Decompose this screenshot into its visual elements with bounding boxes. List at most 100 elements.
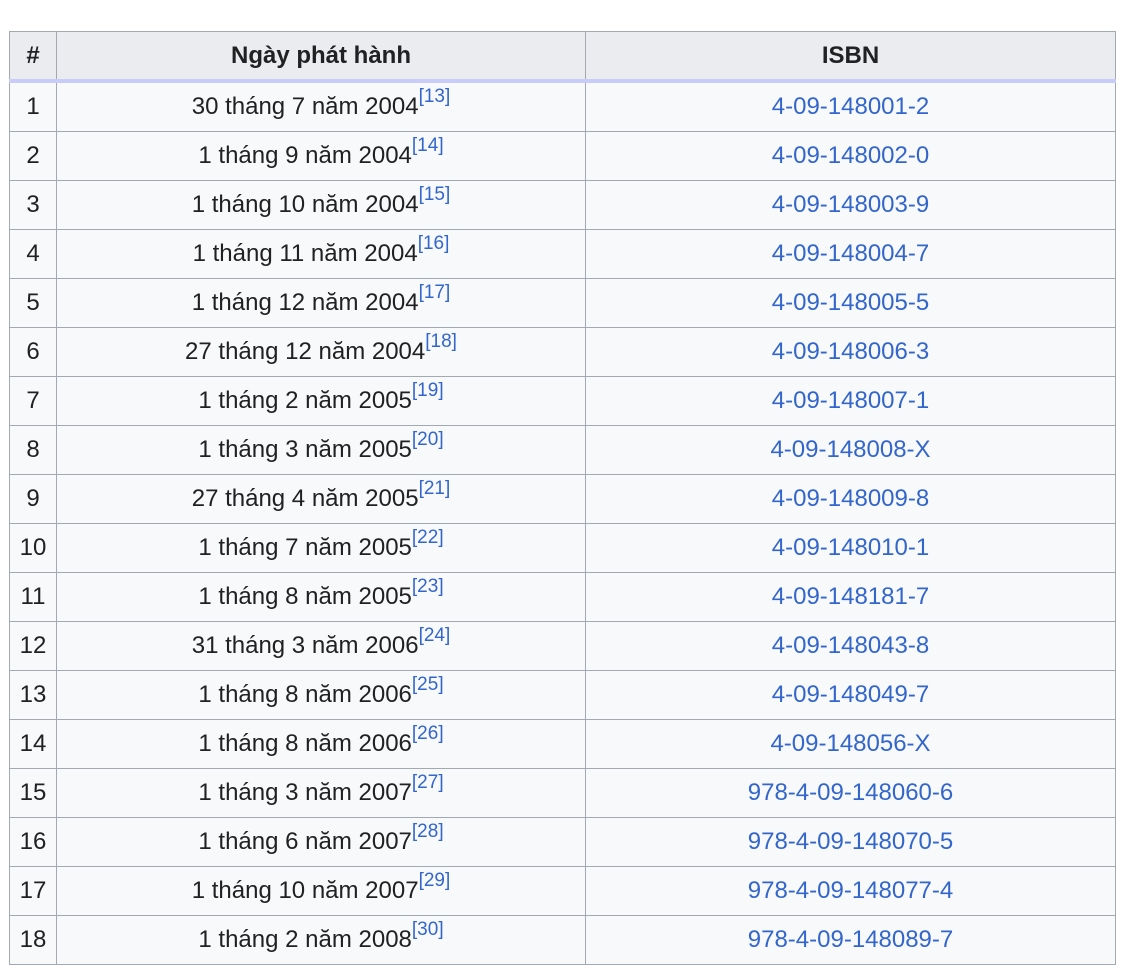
- isbn-cell: 4-09-148043-8: [585, 621, 1116, 671]
- release-date-text: 1 tháng 8 năm 2006: [198, 730, 412, 757]
- volume-number-cell: 7: [9, 376, 57, 426]
- table-body: 1 30 tháng 7 năm 2004[13] 4-09-148001-2 2 1 …: [9, 80, 1116, 965]
- isbn-link[interactable]: 4-09-148010-1: [771, 534, 930, 561]
- reference-link[interactable]: [25]: [411, 674, 444, 695]
- release-date-cell: 1 tháng 2 năm 2005[19]: [56, 376, 586, 426]
- reference-link[interactable]: [23]: [411, 576, 444, 597]
- isbn-link[interactable]: 4-09-148003-9: [771, 191, 930, 218]
- reference-superscript: [17]: [419, 282, 451, 303]
- isbn-link[interactable]: 4-09-148002-0: [771, 142, 930, 169]
- isbn-link[interactable]: 4-09-148008-X: [770, 436, 931, 463]
- isbn-link[interactable]: 4-09-148005-5: [771, 289, 930, 316]
- volume-number-cell: 8: [9, 425, 57, 475]
- isbn-link[interactable]: 978-4-09-148089-7: [747, 926, 954, 953]
- reference-superscript: [27]: [412, 772, 444, 793]
- reference-link[interactable]: [17]: [418, 282, 451, 303]
- release-date-cell: 1 tháng 8 năm 2006[25]: [56, 670, 586, 720]
- isbn-cell: 978-4-09-148060-6: [585, 768, 1116, 818]
- reference-link[interactable]: [14]: [411, 135, 444, 156]
- release-date-text: 1 tháng 2 năm 2005: [198, 387, 412, 414]
- reference-link[interactable]: [26]: [411, 723, 444, 744]
- table-header-row: # Ngày phát hành ISBN: [9, 31, 1116, 83]
- volumes-table: # Ngày phát hành ISBN 1 30 tháng 7 năm 20…: [9, 31, 1116, 965]
- table-row: 13 1 tháng 8 năm 2006[25] 4-09-148049-7: [9, 670, 1116, 720]
- isbn-cell: 4-09-148010-1: [585, 523, 1116, 573]
- isbn-link[interactable]: 4-09-148181-7: [771, 583, 930, 610]
- release-date-text: 1 tháng 10 năm 2007: [191, 877, 419, 904]
- table-row: 18 1 tháng 2 năm 2008[30] 978-4-09-148089-…: [9, 915, 1116, 965]
- reference-link[interactable]: [15]: [418, 184, 451, 205]
- reference-link[interactable]: [28]: [411, 821, 444, 842]
- reference-link[interactable]: [16]: [417, 233, 450, 254]
- reference-link[interactable]: [13]: [418, 86, 451, 107]
- reference-link[interactable]: [30]: [411, 919, 444, 940]
- table-row: 12 31 tháng 3 năm 2006[24] 4-09-148043-8: [9, 621, 1116, 671]
- isbn-link[interactable]: 4-09-148001-2: [771, 93, 930, 120]
- reference-superscript: [16]: [418, 233, 450, 254]
- reference-superscript: [30]: [412, 919, 444, 940]
- isbn-link[interactable]: 978-4-09-148060-6: [747, 779, 954, 806]
- release-date-text: 1 tháng 9 năm 2004: [198, 142, 412, 169]
- reference-link[interactable]: [22]: [411, 527, 444, 548]
- reference-superscript: [26]: [412, 723, 444, 744]
- volume-number-cell: 16: [9, 817, 57, 867]
- release-date-text: 27 tháng 12 năm 2004: [185, 338, 426, 365]
- isbn-link[interactable]: 4-09-148049-7: [771, 681, 930, 708]
- volume-number-cell: 4: [9, 229, 57, 279]
- isbn-cell: 4-09-148005-5: [585, 278, 1116, 328]
- reference-superscript: [23]: [412, 576, 444, 597]
- release-date-cell: 1 tháng 6 năm 2007[28]: [56, 817, 586, 867]
- volume-number-cell: 10: [9, 523, 57, 573]
- release-date-text: 30 tháng 7 năm 2004: [191, 93, 419, 120]
- isbn-link[interactable]: 4-09-148043-8: [771, 632, 930, 659]
- release-date-text: 1 tháng 10 năm 2004: [191, 191, 419, 218]
- table-row: 11 1 tháng 8 năm 2005[23] 4-09-148181-7: [9, 572, 1116, 622]
- reference-superscript: [15]: [419, 184, 451, 205]
- isbn-cell: 978-4-09-148089-7: [585, 915, 1116, 965]
- release-date-cell: 1 tháng 8 năm 2005[23]: [56, 572, 586, 622]
- reference-link[interactable]: [18]: [425, 331, 457, 352]
- reference-superscript: [29]: [419, 870, 451, 891]
- release-date-cell: 1 tháng 11 năm 2004[16]: [56, 229, 586, 279]
- release-date-text: 1 tháng 3 năm 2007: [198, 779, 412, 806]
- release-date-cell: 1 tháng 3 năm 2005[20]: [56, 425, 586, 475]
- isbn-cell: 4-09-148007-1: [585, 376, 1116, 426]
- reference-link[interactable]: [21]: [418, 478, 451, 499]
- isbn-link[interactable]: 4-09-148056-X: [770, 730, 931, 757]
- reference-link[interactable]: [27]: [411, 772, 444, 793]
- table-row: 1 30 tháng 7 năm 2004[13] 4-09-148001-2: [9, 80, 1116, 132]
- release-date-text: 1 tháng 8 năm 2005: [198, 583, 412, 610]
- release-date-cell: 1 tháng 10 năm 2004[15]: [56, 180, 586, 230]
- table-row: 14 1 tháng 8 năm 2006[26] 4-09-148056-X: [9, 719, 1116, 769]
- release-date-cell: 1 tháng 10 năm 2007[29]: [56, 866, 586, 916]
- reference-superscript: [22]: [412, 527, 444, 548]
- reference-link[interactable]: [20]: [411, 429, 444, 450]
- reference-superscript: [24]: [419, 625, 451, 646]
- isbn-link[interactable]: 4-09-148004-7: [771, 240, 930, 267]
- reference-link[interactable]: [29]: [418, 870, 451, 891]
- reference-superscript: [25]: [412, 674, 444, 695]
- isbn-link[interactable]: 4-09-148009-8: [771, 485, 930, 512]
- release-date-text: 1 tháng 2 năm 2008: [198, 926, 412, 953]
- table-row: 17 1 tháng 10 năm 2007[29] 978-4-09-148077…: [9, 866, 1116, 916]
- isbn-cell: 4-09-148003-9: [585, 180, 1116, 230]
- column-header-release-date[interactable]: Ngày phát hành: [56, 31, 586, 83]
- isbn-cell: 4-09-148006-3: [585, 327, 1116, 377]
- release-date-text: 1 tháng 6 năm 2007: [198, 828, 412, 855]
- column-header-number[interactable]: #: [9, 31, 57, 83]
- isbn-link[interactable]: 978-4-09-148070-5: [747, 828, 954, 855]
- column-header-isbn[interactable]: ISBN: [585, 31, 1116, 83]
- reference-link[interactable]: [19]: [411, 380, 444, 401]
- release-date-text: 1 tháng 8 năm 2006: [198, 681, 412, 708]
- isbn-link[interactable]: 978-4-09-148077-4: [747, 877, 954, 904]
- reference-superscript: [18]: [425, 331, 457, 352]
- isbn-link[interactable]: 4-09-148007-1: [771, 387, 930, 414]
- release-date-text: 31 tháng 3 năm 2006: [191, 632, 419, 659]
- reference-link[interactable]: [24]: [418, 625, 451, 646]
- isbn-link[interactable]: 4-09-148006-3: [771, 338, 930, 365]
